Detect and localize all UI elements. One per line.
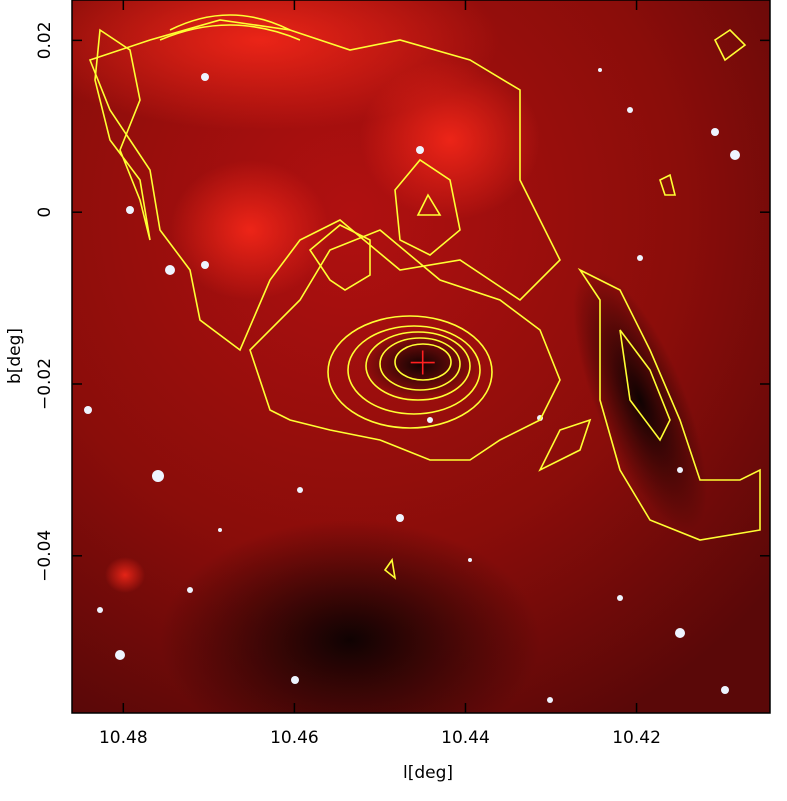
x-tick-label: 10.44 [441,728,490,748]
plot-frame [71,0,771,714]
y-tick-label: −0.02 [35,358,55,410]
x-tick-label: 10.42 [612,728,661,748]
y-tick-label: 0 [35,207,55,218]
contours [88,14,761,580]
x-tick-label: 10.46 [270,728,319,748]
x-axis-label: l[deg] [403,763,453,783]
y-tick-label: 0.02 [35,21,55,59]
y-axis-label: b[deg] [5,328,25,384]
x-tick-label: 10.48 [99,728,148,748]
sky-image [72,0,770,713]
source-marker [410,350,435,375]
y-tick-label: −0.04 [35,530,55,582]
